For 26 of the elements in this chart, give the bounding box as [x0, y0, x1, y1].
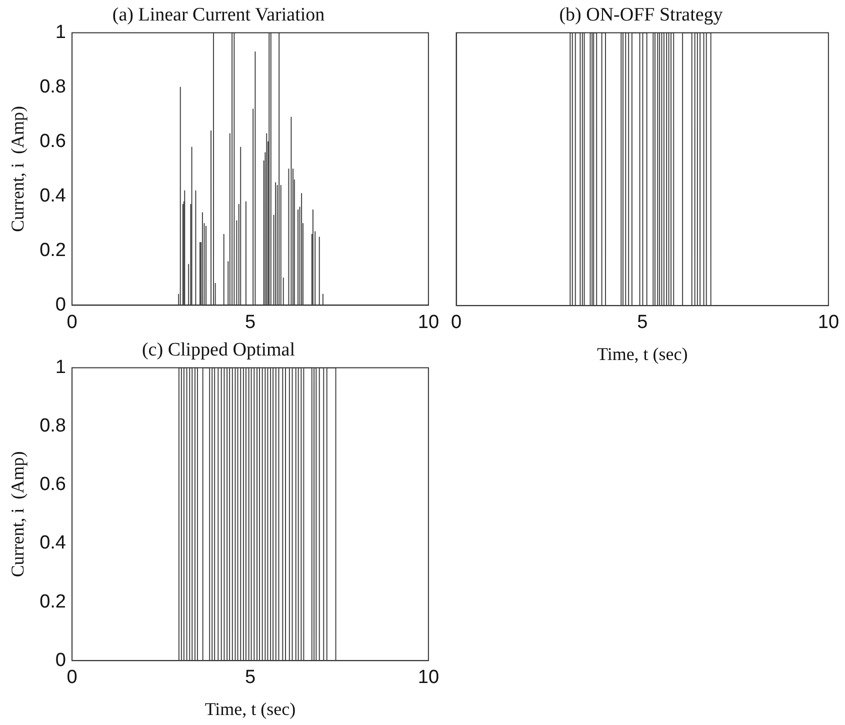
y-tick-label: 0 [55, 294, 66, 316]
x-tick-label: 0 [450, 312, 462, 334]
chart-title: (c) Clipped Optimal [142, 339, 296, 360]
y-tick-label: 0.6 [40, 130, 66, 152]
x-tick-label: 5 [244, 667, 256, 688]
y-tick-label: 1 [55, 22, 66, 44]
y-tick-label: 0.4 [40, 185, 66, 206]
y-axis-title: Current, i (Amp) [8, 451, 28, 578]
y-tick-label: 1 [55, 357, 66, 378]
x-axis-title: Time, t (sec) [204, 698, 296, 719]
y-tick-label: 0.2 [40, 591, 66, 612]
x-tick-label: 10 [418, 667, 440, 688]
y-tick-label: 0.8 [40, 76, 66, 98]
y-tick-label: 0 [55, 650, 66, 671]
chart-title: (a) Linear Current Variation [112, 4, 326, 26]
y-tick-label: 0.2 [40, 240, 66, 261]
x-tick-label: 10 [818, 312, 840, 334]
y-tick-label: 0.8 [40, 416, 66, 437]
x-axis-title: Time, t (sec) [596, 344, 688, 364]
chart-title: (b) ON-OFF Strategy [559, 4, 724, 26]
y-tick-label: 0.4 [40, 532, 66, 554]
x-tick-label: 5 [244, 312, 256, 333]
y-axis-title: Current, i (Amp) [8, 106, 28, 232]
y-tick-label: 0.6 [40, 474, 66, 496]
x-tick-label: 10 [418, 312, 440, 333]
x-tick-label: 5 [637, 312, 648, 334]
